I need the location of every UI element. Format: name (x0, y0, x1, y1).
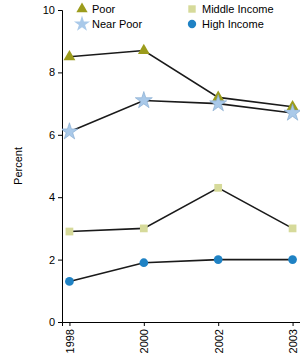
y-axis-line (58, 11, 63, 323)
series-line (69, 260, 292, 282)
x-tick-mark (69, 322, 70, 326)
y-tick-label: 10 (43, 4, 55, 16)
x-axis-line (63, 323, 300, 327)
legend-label: Poor (92, 3, 116, 15)
legend-label: High Income (202, 18, 264, 30)
point-marker (139, 258, 148, 267)
point-marker (210, 95, 227, 111)
point-marker (214, 184, 222, 192)
y-tick-label: 2 (49, 254, 55, 266)
series-line (69, 188, 292, 232)
y-tick-mark (58, 72, 62, 73)
y-axis: 0 2 4 6 8 10 (43, 4, 63, 328)
y-tick: 0 (49, 316, 62, 328)
x-tick-label: 1998 (64, 329, 76, 353)
legend-marker (188, 5, 195, 12)
x-tick-mark (218, 322, 219, 326)
y-tick: 8 (49, 66, 62, 78)
y-tick-mark (58, 135, 62, 136)
y-tick-label: 4 (49, 191, 55, 203)
point-marker (66, 228, 74, 236)
point-marker (135, 92, 152, 108)
point-marker (64, 50, 76, 60)
plot-area (62, 44, 300, 286)
y-tick-label: 0 (49, 316, 55, 328)
x-tick-label: 2003 (287, 329, 299, 353)
point-marker (289, 225, 297, 233)
y-tick-mark (58, 260, 62, 261)
x-tick: 1998 (64, 322, 76, 353)
y-tick-label: 8 (49, 66, 55, 78)
x-tick-mark (293, 322, 294, 326)
x-tick: 2000 (138, 322, 150, 353)
y-tick: 6 (49, 129, 62, 141)
point-marker (214, 255, 223, 264)
point-marker (284, 104, 300, 120)
series-line (69, 51, 292, 107)
x-tick-label: 2000 (138, 329, 150, 353)
legend-marker (74, 16, 90, 31)
x-tick: 2002 (213, 322, 225, 353)
y-tick-mark (58, 197, 62, 198)
point-marker (65, 277, 74, 286)
x-tick-label: 2002 (213, 329, 225, 353)
y-axis-title: Percent (12, 147, 24, 185)
legend-marker (76, 2, 87, 12)
x-axis: 1998 2000 2002 2003 (63, 322, 300, 353)
x-tick-mark (144, 322, 145, 326)
point-marker (138, 44, 150, 54)
legend: Poor Middle Income Near Poor High Income (74, 2, 274, 30)
y-tick: 2 (49, 254, 62, 266)
legend-label: Near Poor (92, 18, 142, 30)
point-marker (62, 123, 78, 139)
series-line (69, 100, 292, 131)
legend-marker (188, 20, 196, 28)
point-marker (140, 225, 148, 233)
y-tick: 10 (43, 4, 62, 16)
legend-label: Middle Income (202, 3, 274, 15)
y-tick: 4 (49, 191, 62, 203)
y-tick-mark (58, 10, 62, 11)
x-tick: 2003 (287, 322, 299, 353)
point-marker (288, 255, 297, 264)
y-tick-label: 6 (49, 129, 55, 141)
y-tick-mark (58, 322, 62, 323)
chart: 0 2 4 6 8 10 Percent 1998 2000 2002 2003 Poor Middle… (0, 0, 300, 361)
